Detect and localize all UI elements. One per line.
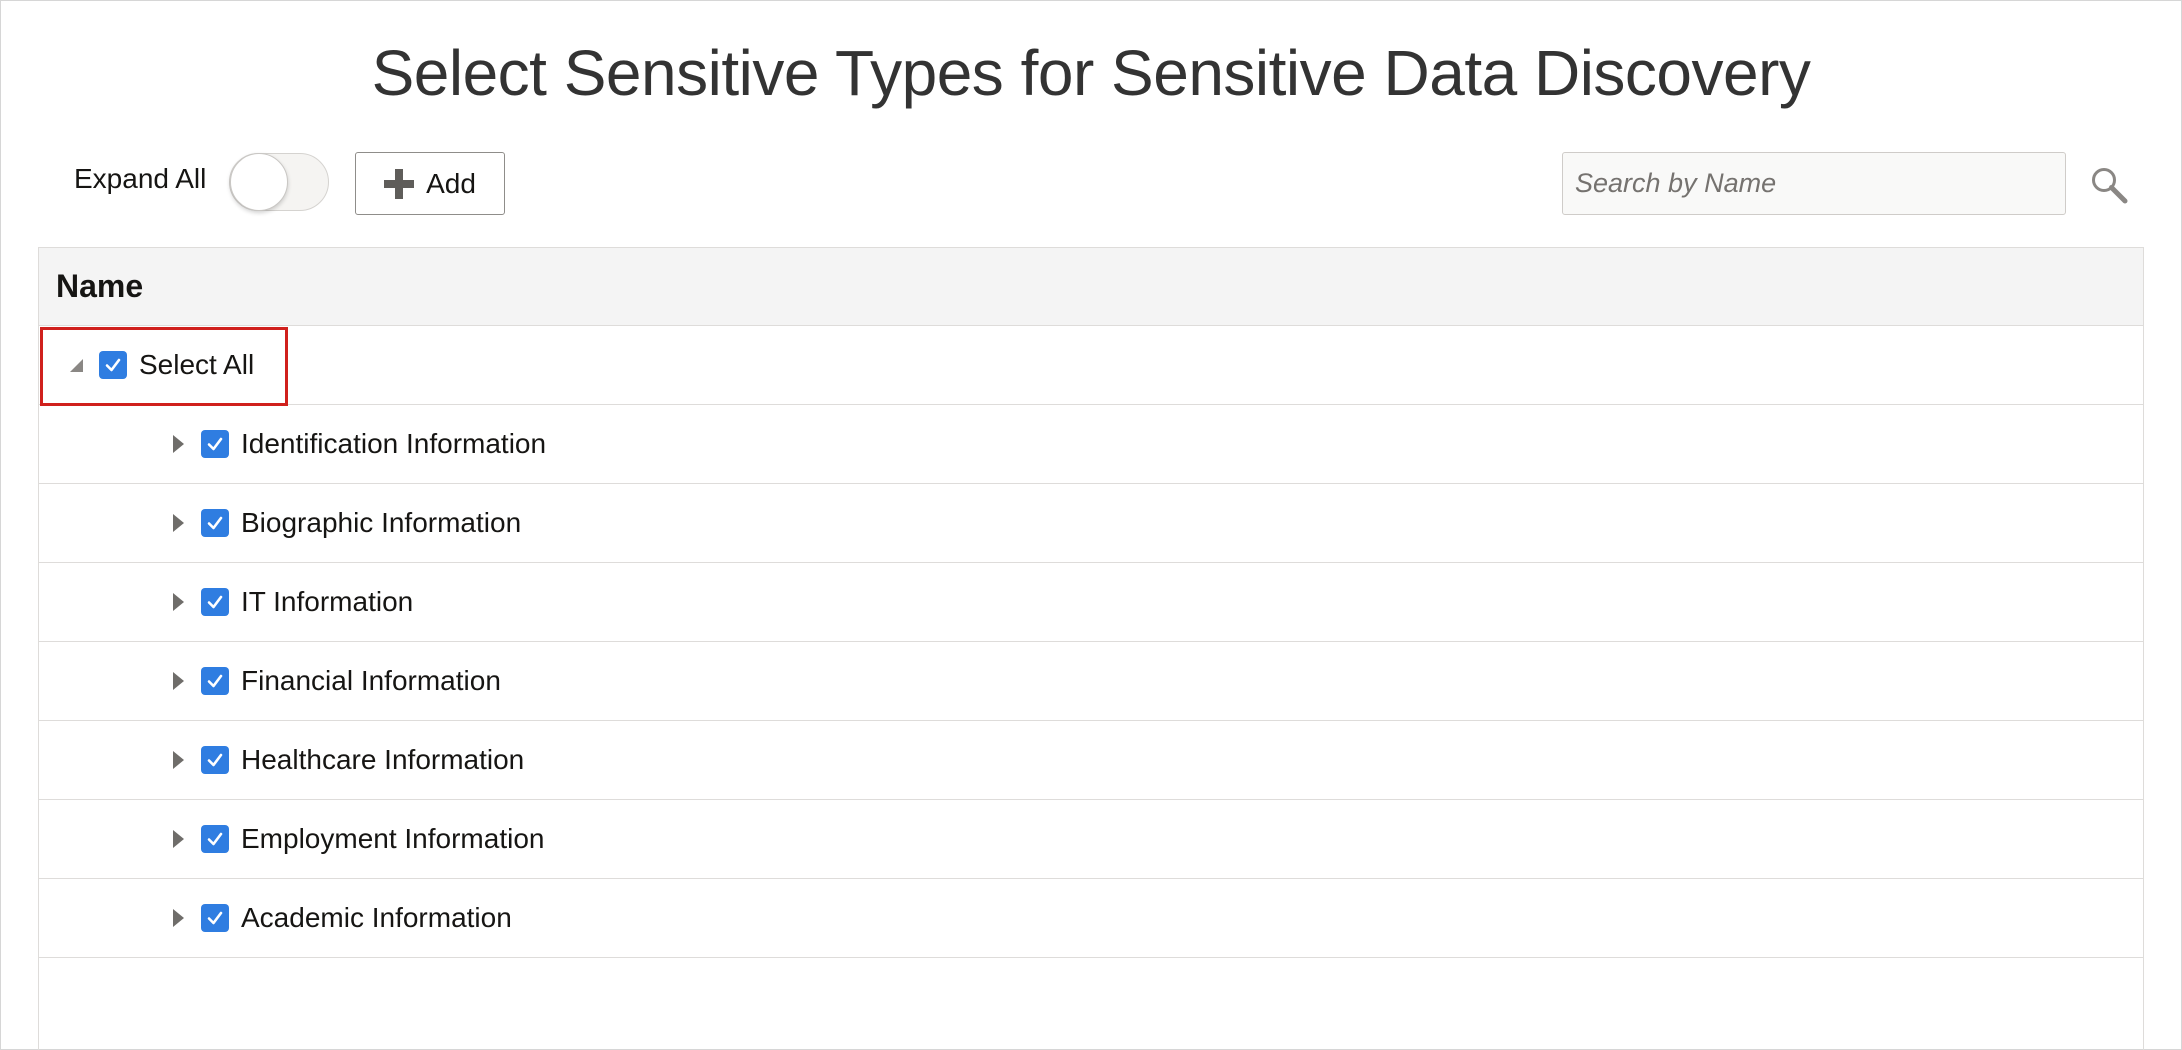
row-checkbox[interactable] [201, 430, 229, 458]
toggle-knob [230, 153, 288, 211]
row-checkbox[interactable] [201, 509, 229, 537]
column-header-name: Name [39, 248, 2143, 326]
expand-all-label: Expand All [74, 163, 207, 194]
tree-row[interactable]: IT Information [39, 563, 2143, 642]
select-all-checkbox[interactable] [99, 351, 127, 379]
checkmark-icon [207, 911, 223, 925]
row-checkbox[interactable] [201, 588, 229, 616]
row-label: Academic Information [241, 902, 512, 933]
triangle-right-icon[interactable] [167, 512, 189, 534]
triangle-right-icon[interactable] [167, 433, 189, 455]
tree-row[interactable]: Biographic Information [39, 484, 2143, 563]
sensitive-types-tree-table: Name Select All Identification Informati… [38, 247, 2144, 1050]
row-label: Biographic Information [241, 507, 522, 538]
triangle-right-icon[interactable] [167, 670, 189, 692]
row-label: Identification Information [241, 428, 547, 459]
triangle-right-icon[interactable] [167, 749, 189, 771]
checkmark-icon [207, 753, 223, 767]
add-button[interactable]: Add [355, 152, 505, 215]
tree-row[interactable]: Academic Information [39, 879, 2143, 958]
column-header-label: Name [56, 268, 144, 304]
row-checkbox[interactable] [201, 904, 229, 932]
plus-icon [384, 168, 415, 199]
add-button-label: Add [426, 167, 476, 199]
checkmark-icon [207, 516, 223, 530]
row-checkbox[interactable] [201, 667, 229, 695]
search-icon[interactable] [2090, 166, 2128, 204]
row-label: Employment Information [241, 823, 545, 854]
tree-row[interactable]: Healthcare Information [39, 721, 2143, 800]
checkmark-icon [207, 437, 223, 451]
tree-row[interactable]: Identification Information [39, 405, 2143, 484]
row-label: IT Information [241, 586, 414, 617]
checkmark-icon [207, 674, 223, 688]
triangle-down-icon[interactable] [65, 354, 87, 376]
row-checkbox[interactable] [201, 825, 229, 853]
triangle-right-icon[interactable] [167, 907, 189, 929]
select-all-label: Select All [139, 349, 255, 380]
checkmark-icon [105, 358, 121, 372]
expand-all-toggle[interactable] [229, 153, 329, 211]
row-checkbox[interactable] [201, 746, 229, 774]
checkmark-icon [207, 832, 223, 846]
triangle-right-icon[interactable] [167, 828, 189, 850]
triangle-right-icon[interactable] [167, 591, 189, 613]
page-title: Select Sensitive Types for Sensitive Dat… [371, 37, 1811, 109]
row-label: Healthcare Information [241, 744, 525, 775]
tree-row-select-all[interactable]: Select All [39, 326, 2143, 405]
tree-row[interactable]: Employment Information [39, 800, 2143, 879]
checkmark-icon [207, 595, 223, 609]
tree-row[interactable]: Financial Information [39, 642, 2143, 721]
search-input[interactable] [1562, 152, 2066, 215]
row-label: Financial Information [241, 665, 501, 696]
